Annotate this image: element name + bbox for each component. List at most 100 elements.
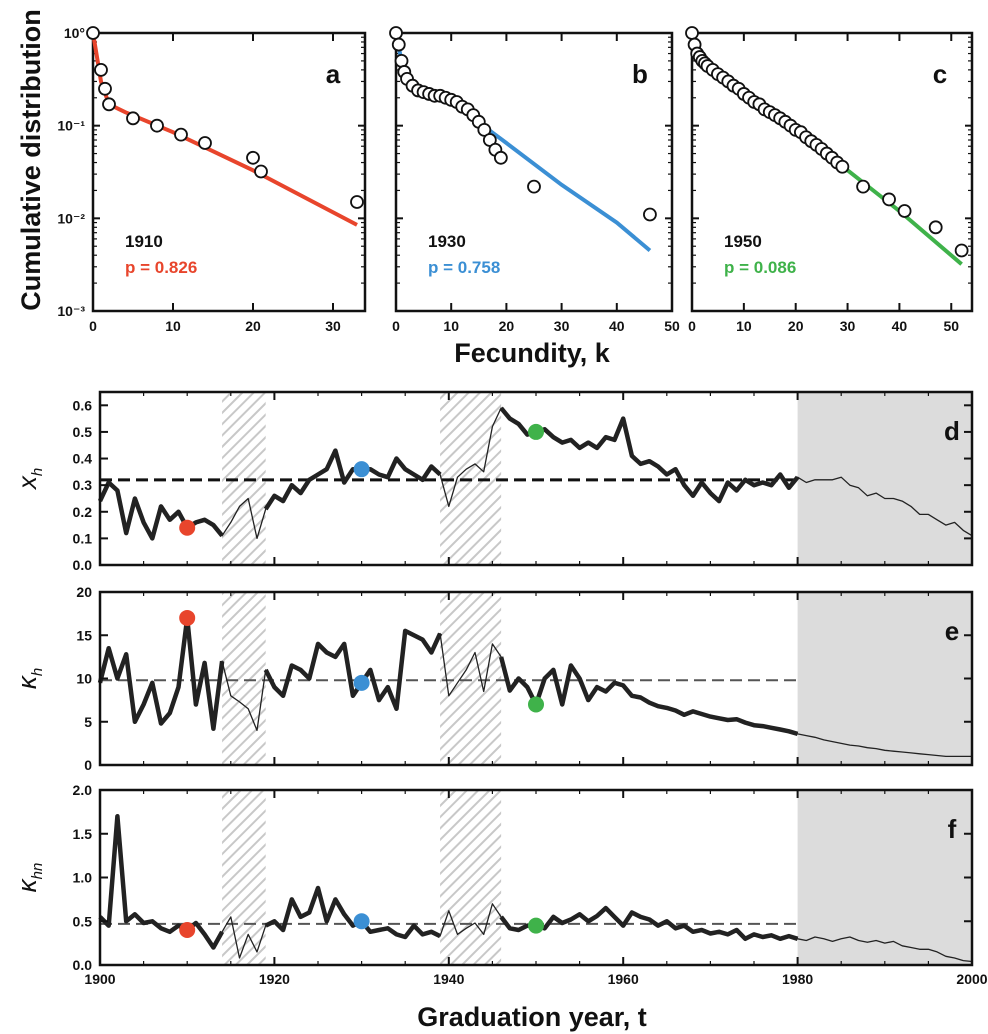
series-line-thick (263, 628, 443, 712)
data-point (527, 179, 541, 194)
x-tick-label: 10 (165, 318, 181, 334)
panel-d: 0.0 0.1 0.2 0.3 0.4 0.5 0.6 d xh (12, 390, 974, 573)
panel-a: 10° 10⁻¹ 10⁻² 10⁻³0 10 20 30 a 1910 p = 0.826 (57, 25, 367, 334)
data-point (835, 159, 850, 174)
panel-letter: b (632, 59, 648, 89)
data-point (150, 118, 164, 133)
shaded-region (797, 392, 972, 565)
data-point (350, 195, 364, 209)
x-tick-label: 20 (788, 318, 804, 334)
panel-b: 0 10 20 30 40 50 b 1930 p = 0.758 (389, 26, 680, 334)
x-tick-label: 20 (499, 318, 515, 334)
bottom-x-axis-title: Graduation year, t (417, 1002, 647, 1032)
y-axis-title: xh (12, 468, 46, 491)
panel-c: 0 10 20 30 40 50 c 1950 p = 0.086 (685, 26, 974, 334)
panel-letter: d (944, 416, 960, 446)
y-axis-subscript: h (29, 668, 46, 676)
data-point (493, 150, 508, 165)
y-tick-label: 2.0 (73, 782, 93, 798)
data-point (254, 164, 268, 179)
top-x-axis-title: Fecundity, k (454, 338, 611, 368)
x-tick-label: 0 (89, 318, 97, 334)
panel-e: 0 5 10 15 20 e κh (12, 584, 974, 773)
top-y-axis-title: Cumulative distribution (16, 9, 46, 311)
p-value-label: p = 0.758 (428, 258, 500, 277)
year-marker-1930 (353, 674, 370, 691)
series-line-thick (263, 448, 442, 511)
y-tick-label: 0.6 (73, 397, 93, 413)
x-tick-label: 40 (892, 318, 908, 334)
data-point (882, 192, 896, 207)
data-point (685, 26, 699, 40)
x-tick-label: 1920 (259, 971, 290, 987)
year-marker-1910 (179, 519, 196, 536)
p-value-label: p = 0.086 (724, 258, 796, 277)
y-axis-symbol: x (12, 475, 42, 491)
y-tick-label: 0 (84, 757, 92, 773)
series-line-thick (264, 885, 442, 940)
y-axis-subscript: h (29, 468, 46, 476)
x-tick-label: 40 (609, 318, 625, 334)
x-tick-label: 30 (325, 318, 341, 334)
y-tick-label: 1.5 (73, 826, 93, 842)
panel-f: 0.0 0.5 1.0 1.5 2.0 1900 1920 1940 1960 1980 2000 f… (12, 782, 988, 987)
y-axis-symbol: κ (12, 674, 42, 689)
y-tick-label: 1.0 (73, 870, 93, 886)
series-line-thick (499, 406, 800, 504)
data-point (394, 53, 409, 68)
plot-frame (690, 31, 974, 313)
x-tick-label: 1940 (433, 971, 464, 987)
year-marker-1950 (528, 423, 544, 440)
series-line-thick (499, 905, 799, 942)
y-tick-label: 10⁻³ (57, 303, 85, 319)
y-tick-label: 15 (76, 627, 92, 643)
year-marker-1910 (179, 922, 196, 938)
series-line-thick (97, 480, 224, 541)
x-tick-label: 2000 (956, 971, 987, 987)
data-point (126, 111, 140, 126)
x-tick-label: 10 (736, 318, 752, 334)
data-point (856, 179, 871, 194)
x-tick-label: 0 (392, 318, 400, 334)
plot-frame (91, 31, 367, 313)
y-tick-label: 0.5 (73, 424, 93, 440)
year-marker-1930 (353, 913, 370, 930)
x-tick-label: 30 (840, 318, 856, 334)
data-point (389, 26, 403, 40)
plot-frame (394, 31, 674, 313)
y-tick-label: 0.2 (73, 504, 93, 520)
y-tick-label: 10° (64, 25, 85, 41)
y-axis-subscript: hn (29, 863, 46, 880)
y-tick-label: 0.1 (73, 530, 93, 546)
x-tick-label: 50 (943, 318, 959, 334)
x-tick-label: 30 (554, 318, 570, 334)
y-tick-label: 0.3 (73, 477, 93, 493)
hatched-region-ww1 (222, 790, 266, 965)
fit-line (394, 32, 652, 253)
data-point (102, 97, 116, 112)
year-marker-1930 (353, 461, 370, 478)
hatched-region-ww2 (440, 592, 502, 765)
x-tick-label: 1980 (782, 971, 813, 987)
x-tick-label: 1960 (608, 971, 639, 987)
y-axis-title: κhn (12, 863, 46, 893)
panel-letter: f (948, 814, 957, 844)
y-tick-label: 0.4 (73, 451, 93, 467)
year-label: 1910 (125, 232, 163, 251)
y-tick-label: 0.0 (73, 957, 93, 973)
shaded-region (797, 790, 972, 965)
year-label: 1930 (428, 232, 466, 251)
y-tick-label: 10⁻¹ (57, 118, 85, 134)
data-point (391, 37, 406, 52)
x-tick-label: 10 (443, 318, 459, 334)
y-tick-label: 0.0 (73, 557, 93, 573)
y-tick-label: 10⁻² (57, 210, 85, 226)
y-tick-label: 5 (84, 714, 92, 730)
series-line-thick (498, 656, 799, 737)
data-point (897, 204, 912, 218)
series-line-thick (98, 814, 225, 950)
y-tick-label: 20 (76, 584, 92, 600)
panel-letter: a (326, 59, 341, 89)
y-axis-symbol: κ (12, 877, 42, 892)
x-tick-label: 50 (664, 318, 680, 334)
